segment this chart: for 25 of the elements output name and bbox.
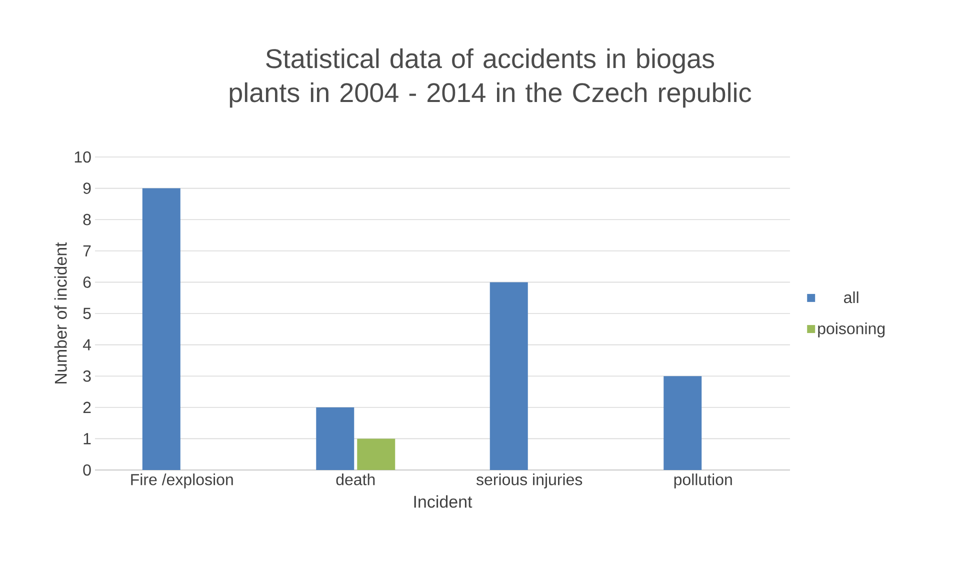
y-axis-title: Number of incident: [54, 242, 67, 384]
y-tick-label: 4: [82, 339, 91, 350]
bar: [142, 188, 180, 470]
legend-label: all: [844, 291, 858, 304]
y-tick-label: 9: [83, 182, 91, 194]
y-tick-label: 3: [83, 370, 91, 382]
y-tick-label: 2: [83, 402, 91, 413]
y-tick-label: 8: [83, 214, 91, 226]
x-tick-label: serious injuries: [476, 474, 582, 488]
x-tick-label: Fire /explosion: [131, 474, 233, 488]
y-tick-label: 5: [83, 308, 91, 320]
x-tick-label: pollution: [674, 474, 732, 488]
y-tick-label: 7: [83, 245, 91, 256]
bar: [316, 407, 354, 470]
x-tick-label: death: [336, 474, 375, 486]
bar: [357, 438, 396, 470]
y-tick-label: 1: [84, 433, 91, 444]
bar: [664, 376, 702, 470]
y-tick-label: 6: [83, 276, 91, 288]
y-tick-label: 10: [74, 151, 91, 163]
chart-title: Statistical data of accidents in biogas plants in 2004 - 2014 in the Czech republic: [230, 48, 752, 108]
x-axis-title: Incident: [414, 495, 472, 508]
y-tick-label: 0: [83, 464, 91, 476]
bar: [490, 282, 528, 470]
legend-label: poisoning: [818, 322, 885, 338]
